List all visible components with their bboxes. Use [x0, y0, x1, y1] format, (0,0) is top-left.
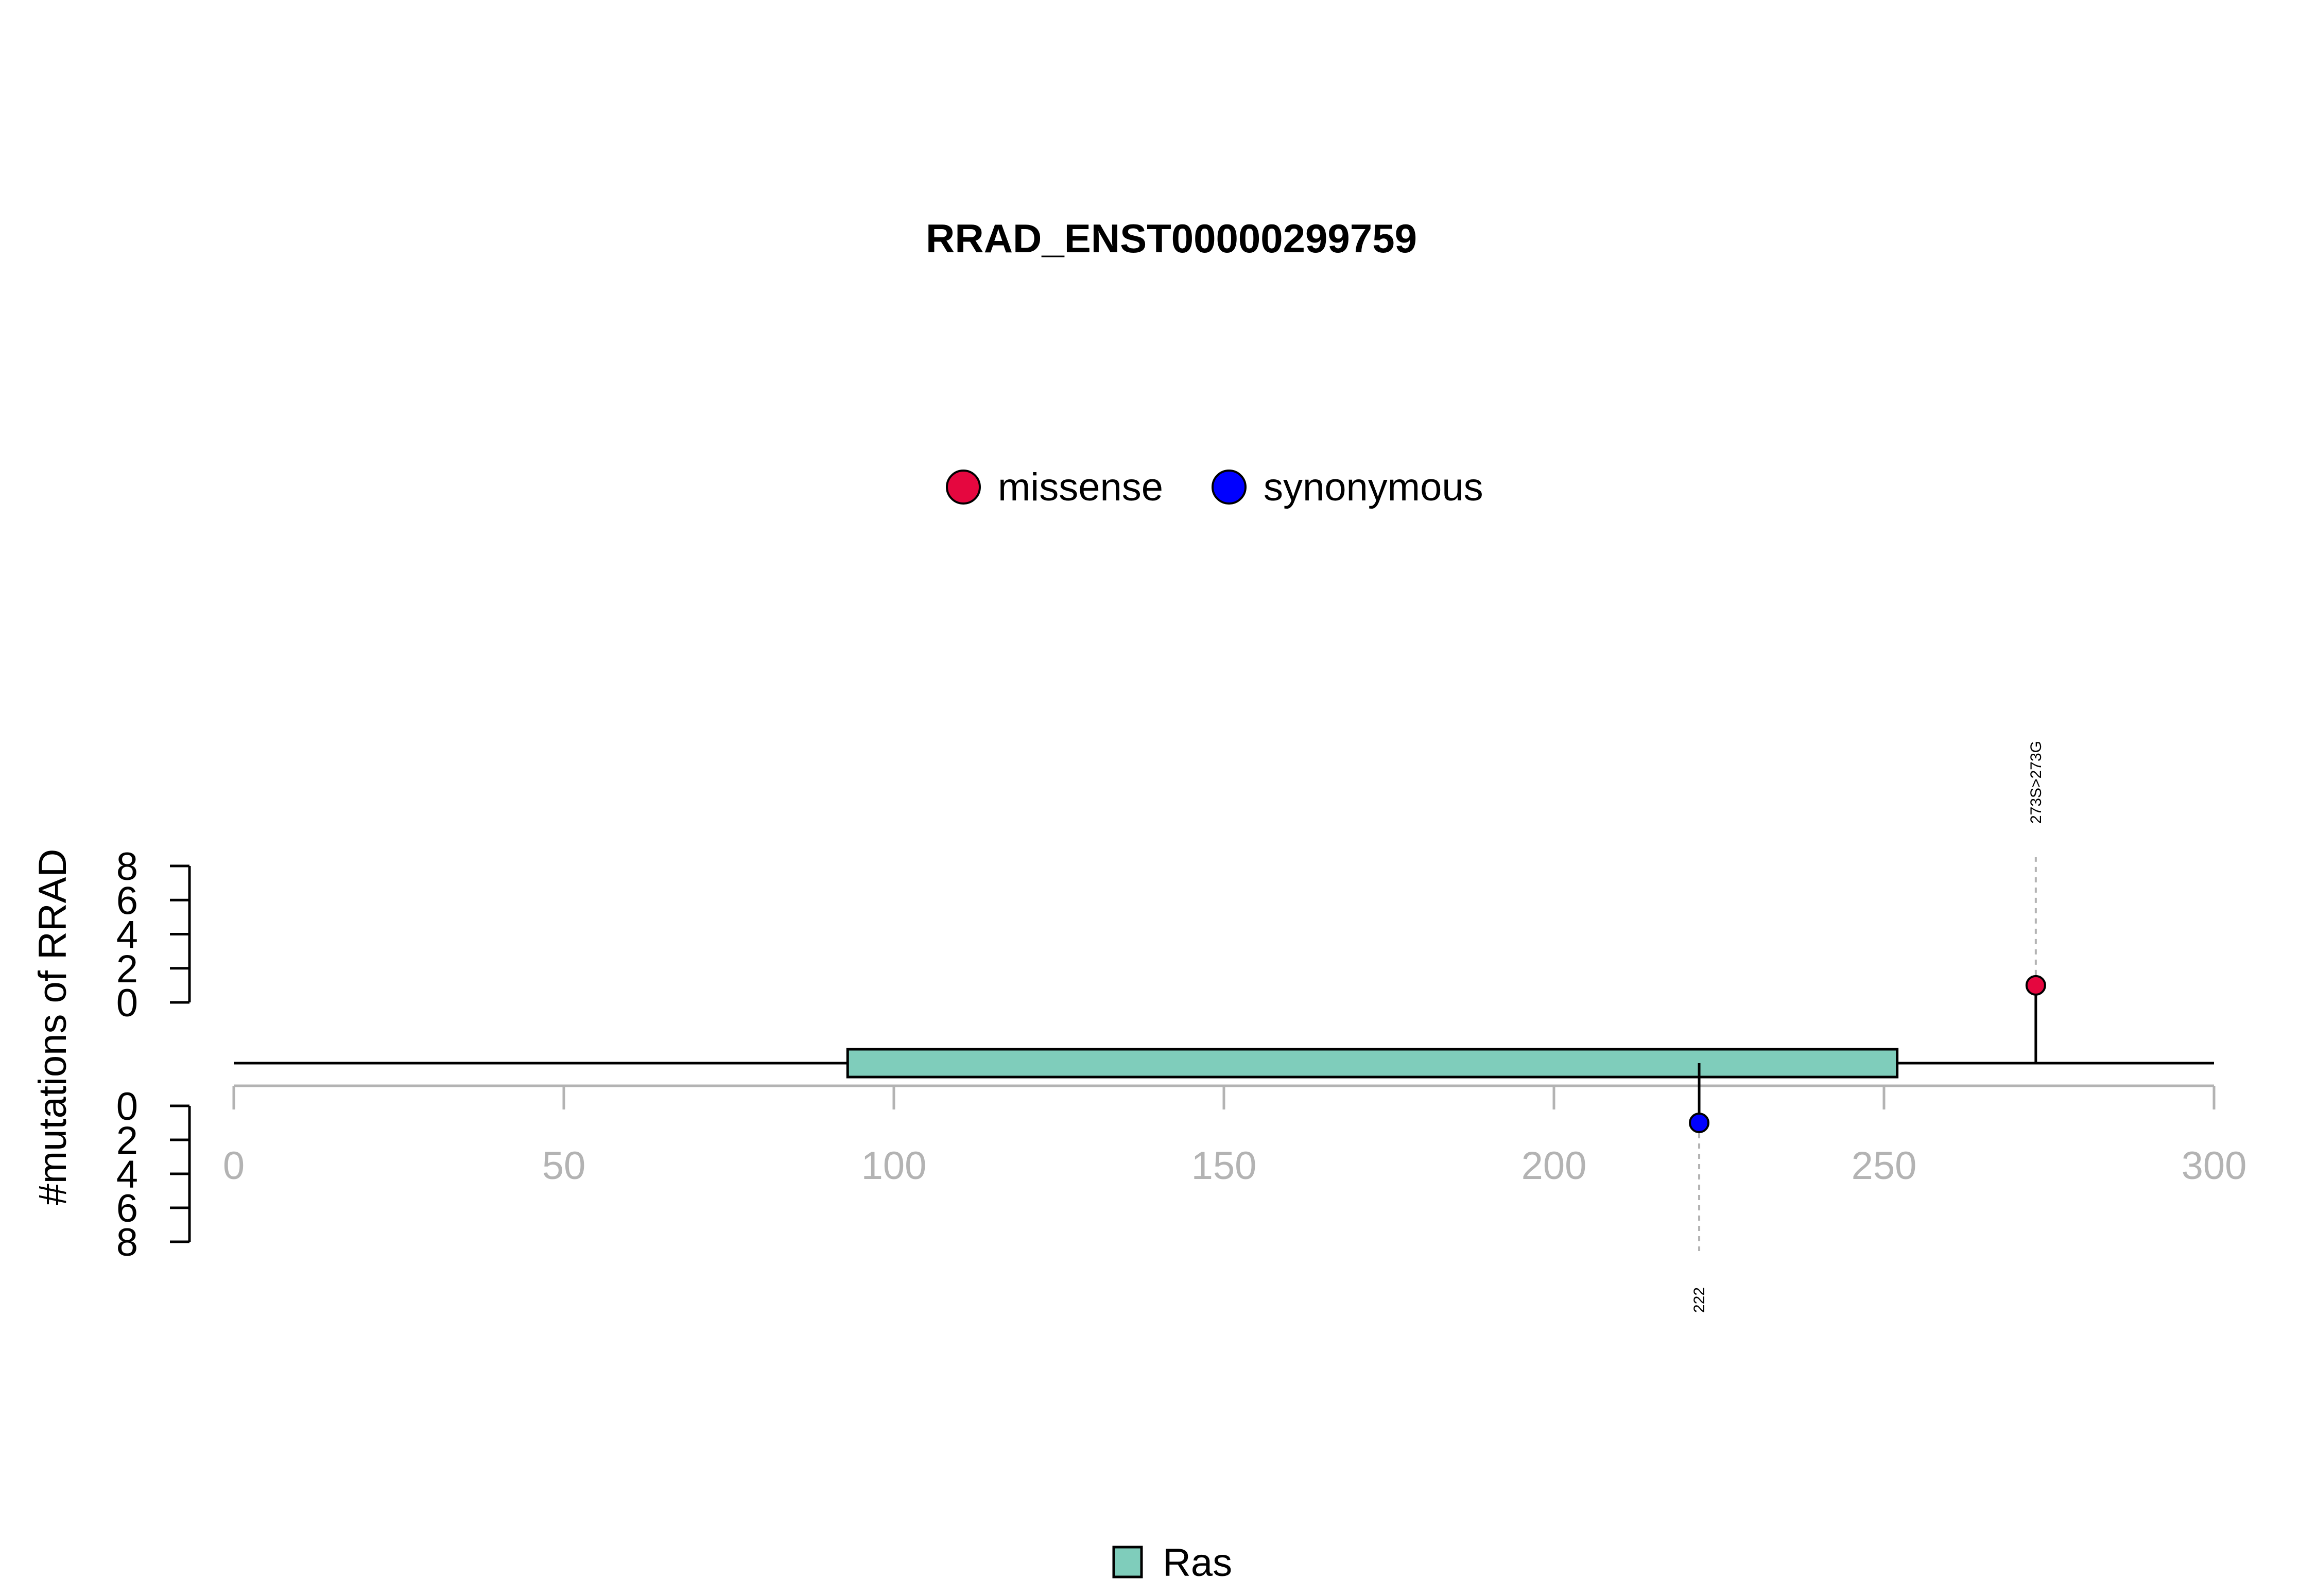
chart-title: RRAD_ENST00000299759: [926, 216, 1417, 261]
upper-y-tick-label: 4: [116, 913, 138, 957]
domain-layer: [846, 1048, 1899, 1079]
x-tick-label: 50: [542, 1144, 586, 1188]
upper-y-tick-label: 0: [116, 981, 138, 1025]
lower-y-tick-label: 8: [116, 1221, 138, 1264]
lower-y-tick-label: 6: [116, 1187, 138, 1230]
lower-y-tick-label: 4: [116, 1153, 138, 1196]
x-tick-label: 0: [223, 1144, 245, 1188]
mutation-point: [2025, 975, 2046, 996]
lower-y-tick-label: 2: [116, 1119, 138, 1163]
x-tick-label: 300: [2182, 1144, 2247, 1188]
domain-legend-label-ras: Ras: [1163, 1541, 1232, 1585]
x-tick-label: 250: [1852, 1144, 1917, 1188]
lower-y-tick-label: 0: [116, 1085, 138, 1129]
legend-label-missense: missense: [998, 465, 1163, 509]
x-tick-label: 150: [1191, 1144, 1257, 1188]
upper-y-tick-label: 8: [116, 845, 138, 889]
legend-marker-missense: [946, 470, 981, 505]
mutation-label: 222: [1691, 1287, 1708, 1313]
mutation-legend: missense synonymous: [946, 465, 1483, 509]
legend-marker-synonymous: [1212, 470, 1247, 505]
domain-legend: Ras: [1112, 1541, 1232, 1585]
mutation-273: 273S>273G: [2025, 741, 2046, 1063]
domain-ras: [846, 1048, 1899, 1079]
mutation-222: 222: [1689, 1063, 1710, 1313]
legend-label-synonymous: synonymous: [1264, 465, 1483, 509]
upper-y-tick-label: 2: [116, 947, 138, 991]
x-tick-label: 200: [1521, 1144, 1587, 1188]
mutation-label: 273S>273G: [2028, 741, 2045, 824]
x-axis: 0 50 100 150 200 250 300: [223, 1084, 2247, 1188]
mutation-layer: 273S>273G 222: [1689, 741, 2046, 1313]
upper-y-tick-label: 6: [116, 879, 138, 923]
y-axis-label: #mutations of RRAD: [31, 849, 75, 1206]
x-tick-label: 100: [861, 1144, 927, 1188]
mutation-point: [1689, 1113, 1710, 1133]
domain-legend-swatch-ras: [1112, 1546, 1143, 1578]
